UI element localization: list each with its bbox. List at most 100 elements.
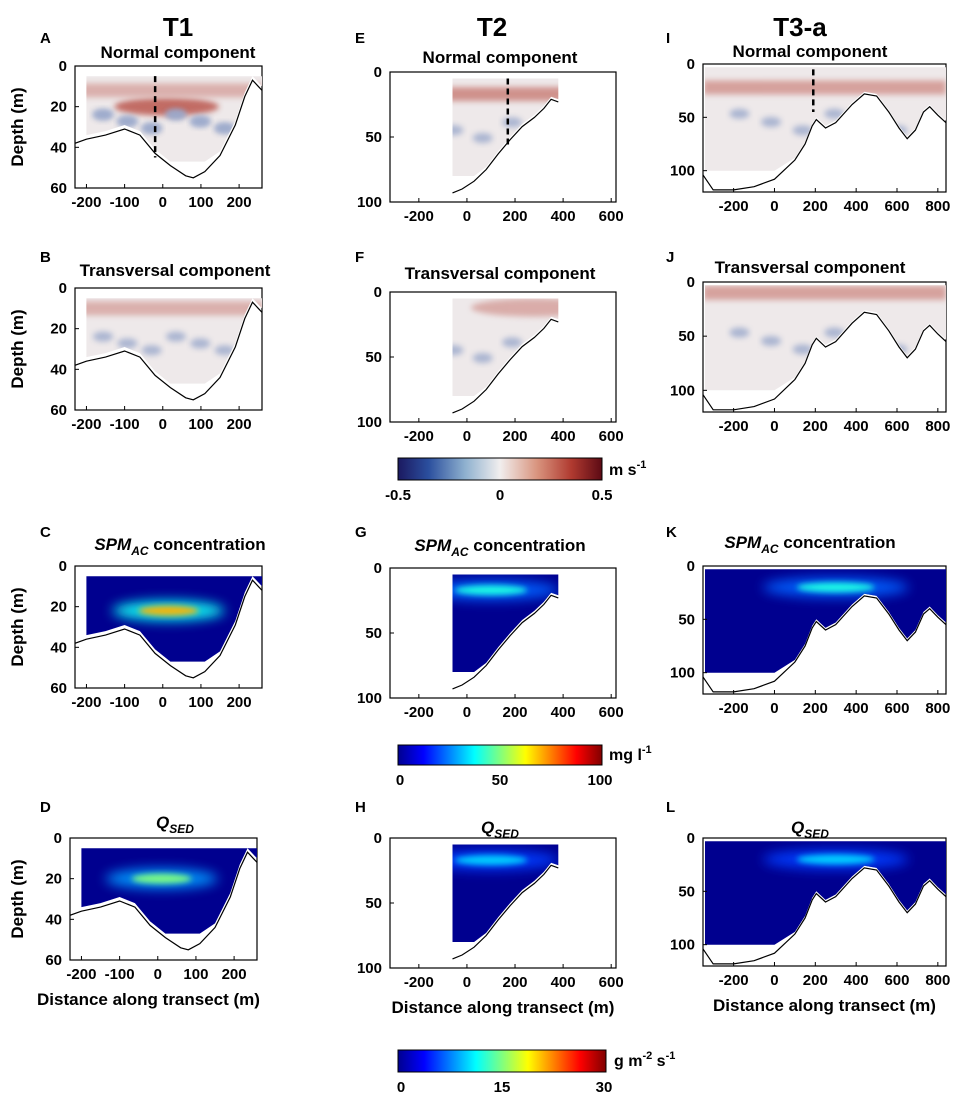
velocity-negative-patch [93,331,114,342]
panel-c: -200 -100 0 100 200 0 20 40 60 Depth (m) C SPMAC co… [8,524,266,711]
x-tick-label: 0 [159,416,167,433]
panel-title: SPMAC concentration [94,535,265,558]
velocity-negative-patch [93,109,114,120]
panel-title-subscript: AC [450,545,469,559]
feature-layer [105,868,218,889]
velocity-negative-patch [214,123,235,134]
velocity-negative-patch [792,125,813,136]
x-axis-label: Distance along transect (m) [392,998,615,1017]
column-title-t2: T2 [477,12,507,42]
y-tick-label: 100 [670,163,695,180]
x-tick-label: 400 [551,428,576,445]
y-tick-label: 0 [374,560,382,577]
x-tick-label: 0 [463,704,471,721]
x-tick-label: 400 [551,974,576,991]
x-tick-label: -100 [110,194,140,211]
velocity-negative-patch [761,117,782,128]
data-layer [703,569,946,693]
x-tick-label: 600 [884,198,909,215]
data-layer [70,848,257,951]
velocity-band [452,87,559,102]
concentration-core [454,855,528,866]
colorbar-qsed-tick: 30 [596,1079,613,1096]
colorbar-spm-unit: mg l-1 [609,744,652,764]
feature-layer [452,580,559,601]
y-tick-label: 0 [687,274,695,291]
velocity-negative-patch [824,327,845,338]
panel-title-rest: concentration [469,536,586,555]
y-tick-label: 50 [365,129,382,146]
velocity-negative-patch [472,352,493,363]
velocity-negative-patch [729,108,750,119]
x-tick-label: -200 [71,416,101,433]
y-axis-label: Depth (m) [8,587,27,666]
data-layer [452,78,559,194]
y-tick-label: 100 [357,414,382,431]
bathymetry-line [703,311,946,411]
colorbar-velocity: m s-1 -0.5 0 0.5 [385,457,646,504]
panel-title-base: SPM [724,533,762,552]
y-tick-label: 50 [678,883,695,900]
colorbar-velocity-unit: m s-1 [609,459,646,479]
x-tick-label: 600 [599,208,624,225]
bathymetry-line [75,79,262,179]
y-tick-label: 0 [59,280,67,297]
x-tick-label: 200 [803,198,828,215]
x-tick-label: -200 [719,418,749,435]
x-tick-label: 200 [503,974,528,991]
panel-letter: K [666,524,677,541]
panel-letter: J [666,249,674,266]
y-tick-label: 20 [50,99,67,116]
bathymetry-line [452,318,559,414]
velocity-core [470,298,559,317]
panel-title: QSED [791,818,829,841]
velocity-negative-patch [165,109,186,120]
panel-f: -200 0 200 400 600 0 50 100 F Transversal compone… [355,249,624,445]
y-tick-label: 60 [45,952,62,969]
bathymetry-line [452,98,559,194]
bathymetry-line [452,864,559,960]
x-tick-label: 100 [188,194,213,211]
panel-letter: B [40,249,51,266]
x-tick-label: -200 [404,208,434,225]
data-layer [452,298,559,414]
feature-layer [452,87,559,143]
x-tick-label: 0 [159,194,167,211]
y-tick-label: 0 [687,56,695,73]
x-tick-label: 400 [844,700,869,717]
y-tick-label: 0 [54,830,62,847]
y-tick-label: 100 [670,665,695,682]
velocity-core [114,97,219,116]
colorbar-qsed-tick: 0 [397,1079,405,1096]
column-title-t1: T1 [163,12,193,42]
y-tick-label: 60 [50,402,67,419]
velocity-negative-patch [141,345,162,356]
x-tick-label: 400 [844,418,869,435]
panel-letter: H [355,799,366,816]
velocity-negative-patch [761,335,782,346]
panel-i: -200 0 200 400 600 800 0 50 100 I Normal component [666,30,950,215]
data-layer [75,298,262,401]
x-tick-label: -200 [71,694,101,711]
velocity-negative-patch [472,132,493,143]
colorbar-velocity-tick: -0.5 [385,487,411,504]
y-axis-label: Depth (m) [8,309,27,388]
panel-title: Transversal component [715,258,906,277]
velocity-negative-patch [502,337,523,348]
data-region [705,569,946,673]
velocity-band [705,285,946,300]
colorbar-velocity-gradient [397,457,603,481]
x-tick-label: -100 [110,416,140,433]
y-tick-label: 60 [50,180,67,197]
x-tick-label: 400 [551,704,576,721]
y-tick-label: 50 [678,109,695,126]
panel-k: -200 0 200 400 600 800 0 50 100 K SPMAC concentrat… [666,524,950,717]
x-tick-label: 200 [503,208,528,225]
data-region [452,298,559,396]
feature-layer [452,850,559,871]
panel-title: QSED [481,818,519,841]
panel-title: SPMAC concentration [724,533,895,556]
y-tick-label: 60 [50,680,67,697]
data-layer [703,285,946,411]
